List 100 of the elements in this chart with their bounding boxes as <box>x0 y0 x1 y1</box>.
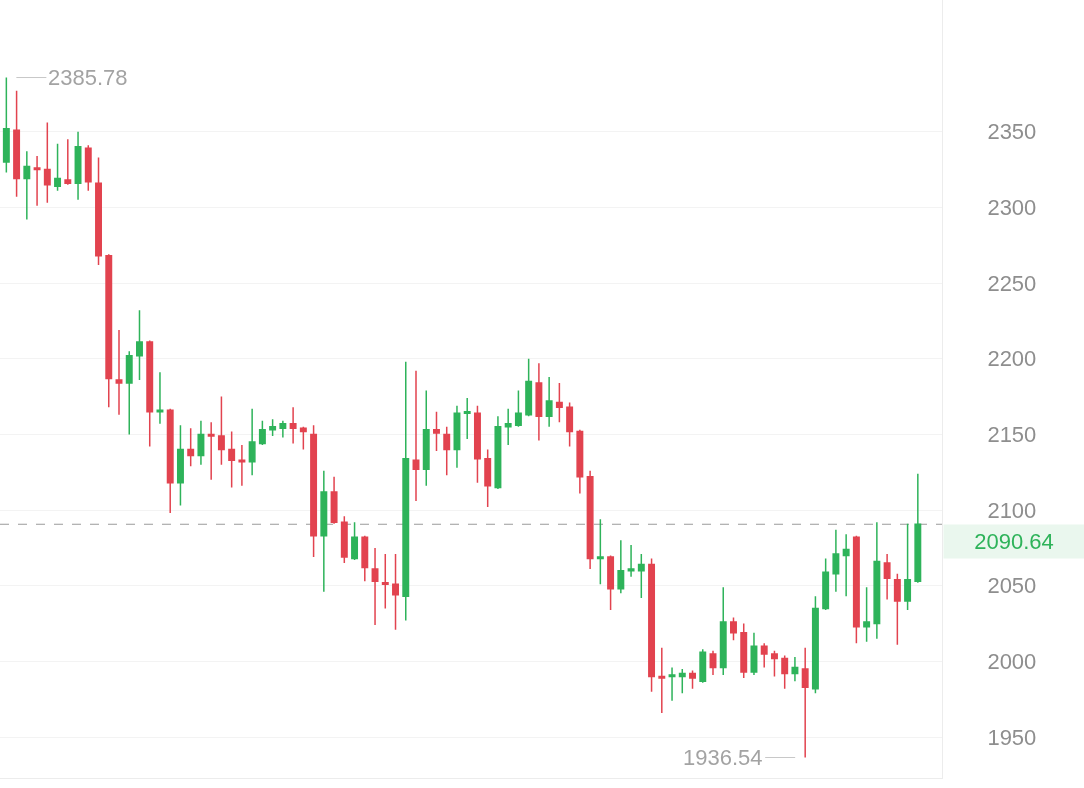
candlestick <box>893 572 901 646</box>
candlestick <box>822 557 830 611</box>
candlestick <box>105 253 113 408</box>
candlestick <box>904 522 912 611</box>
candlestick <box>433 410 440 452</box>
candlestick <box>238 444 246 487</box>
candlestick <box>95 156 102 266</box>
candlestick <box>64 138 72 186</box>
candlestick <box>340 515 348 564</box>
candlestick <box>330 476 338 525</box>
candlestick <box>269 418 277 437</box>
candlestick <box>84 144 92 192</box>
candlestick <box>473 404 481 484</box>
candlestick <box>648 557 656 693</box>
candlestick <box>914 473 922 584</box>
candlestick <box>852 535 860 645</box>
candlestick <box>689 669 696 690</box>
candlestick <box>586 469 594 570</box>
candlestick <box>627 544 635 578</box>
candlestick <box>494 415 502 490</box>
candlestick <box>453 404 461 469</box>
candlestick <box>23 150 31 221</box>
candlestick <box>730 616 737 642</box>
candlestick <box>33 155 41 207</box>
candlestick <box>422 389 430 487</box>
candlestick <box>617 539 625 595</box>
candlestick <box>43 121 51 204</box>
candlestick <box>545 376 553 428</box>
candlestick <box>832 529 840 593</box>
candlestick <box>750 631 758 676</box>
candlestick <box>13 90 21 198</box>
candlestick <box>719 586 727 676</box>
candlestick <box>607 554 615 611</box>
candlestick <box>217 395 225 466</box>
y-tick-label: 1950 <box>987 724 1037 750</box>
candlestick <box>402 361 410 622</box>
y-tick-label: 2000 <box>987 649 1037 675</box>
y-tick-label: 2350 <box>987 119 1037 145</box>
annotation: 2385.78 <box>48 65 128 90</box>
candlestick <box>811 595 819 694</box>
candlestick <box>146 339 154 448</box>
candlestick <box>228 430 236 489</box>
candlestick <box>320 469 328 593</box>
y-tick-label: 2300 <box>987 195 1037 221</box>
candlestick <box>535 362 543 442</box>
candlestick <box>187 427 195 467</box>
annotation: 1936.54 <box>683 745 763 770</box>
candlestick <box>310 424 318 558</box>
candlestick <box>125 350 133 436</box>
candlestick <box>842 533 850 598</box>
candlestick <box>760 642 768 669</box>
candlestick <box>637 553 645 599</box>
candlestick <box>699 648 707 684</box>
candlestick <box>392 553 399 631</box>
candlestick <box>248 407 256 477</box>
candlestick <box>2 76 10 174</box>
y-tick-label: 2150 <box>987 422 1037 448</box>
candlestick <box>176 424 184 507</box>
candlestick <box>566 401 574 448</box>
candlestick <box>258 420 266 446</box>
candlestick <box>668 666 676 702</box>
candlestick <box>873 521 881 640</box>
candlestick <box>504 407 512 446</box>
candlestick <box>678 668 686 694</box>
candlestick <box>555 382 563 424</box>
candlestick <box>740 622 748 679</box>
candlestick <box>576 429 584 495</box>
y-tick-label: 2250 <box>987 270 1037 296</box>
candlestick <box>412 370 420 502</box>
candlestick <box>883 553 891 601</box>
candlestick <box>381 553 389 610</box>
candlestick <box>596 518 604 586</box>
candlestick <box>801 647 809 759</box>
candlestick <box>197 420 205 466</box>
candlestick <box>443 426 451 477</box>
candlestick <box>791 656 799 682</box>
candlestick <box>299 426 307 451</box>
candlestick <box>156 371 164 425</box>
candlestick <box>361 535 369 582</box>
candlestick <box>115 329 123 416</box>
candlestick <box>351 521 359 561</box>
candlestick <box>289 406 297 445</box>
candlestick <box>463 397 471 440</box>
candlestick <box>863 586 871 643</box>
candlestick <box>525 357 533 417</box>
candlestick <box>74 130 82 201</box>
candlestick <box>709 650 717 676</box>
y-tick-label: 2200 <box>987 346 1037 372</box>
candlestick <box>770 650 778 678</box>
candlestick <box>207 421 215 481</box>
candlestick <box>781 654 789 690</box>
y-tick-label: 2100 <box>987 497 1037 523</box>
y-tick-label: 2050 <box>987 573 1037 599</box>
candlestick <box>484 448 492 508</box>
candlestick <box>54 143 62 192</box>
candlestick <box>371 547 379 626</box>
candlestick <box>514 389 522 428</box>
candlestick <box>166 407 174 514</box>
ref-line-label: 2090.64 <box>974 529 1054 554</box>
candlestick <box>279 420 287 439</box>
